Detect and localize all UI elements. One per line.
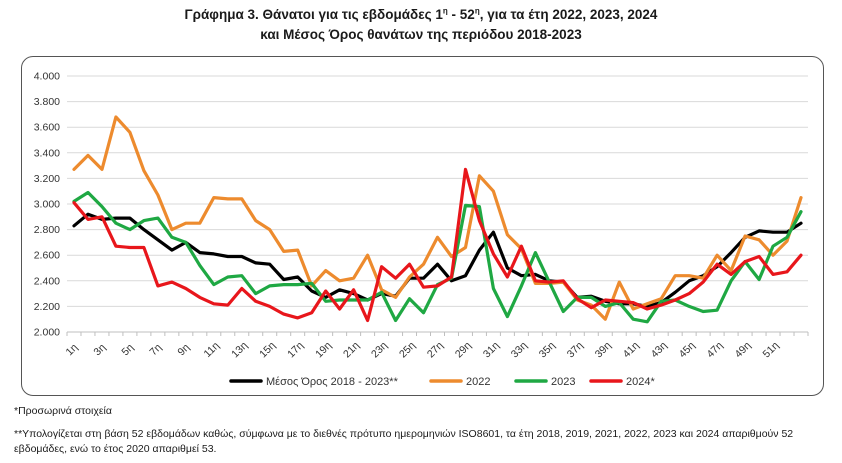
y-tick-label: 4.000 <box>34 71 60 83</box>
series-line-1 <box>72 115 803 321</box>
y-tick-label: 2.000 <box>34 327 60 339</box>
x-tick-label: 43η <box>649 339 670 360</box>
x-tick-label: 13η <box>229 339 250 360</box>
chart-frame <box>21 56 824 396</box>
y-tick-label: 3.400 <box>34 147 60 159</box>
y-tick-label: 2.200 <box>34 301 60 313</box>
series-line-3 <box>72 167 803 323</box>
x-tick-label: 37η <box>565 339 586 360</box>
legend-label-2: 2023 <box>551 376 575 388</box>
footnote-provisional: *Προσωρινά στοιχεία <box>14 405 112 417</box>
x-tick-label: 29η <box>453 339 474 360</box>
legend: Μέσος Όρος 2018 - 2023** 2022 2023 2024* <box>229 376 655 388</box>
legend-label-1: 2022 <box>466 376 490 388</box>
x-tick-label: 11η <box>202 340 222 360</box>
x-tick-label: 3η <box>91 341 108 358</box>
x-tick-label: 7η <box>147 341 164 358</box>
y-tick-label: 3.000 <box>34 199 60 211</box>
x-tick-label: 25η <box>397 339 418 360</box>
x-tick-label: 39η <box>593 339 614 360</box>
gridlines <box>67 75 808 333</box>
x-tick-label: 9η <box>175 341 192 358</box>
title-superscript-2: η <box>474 6 480 16</box>
title-text-part2: - 52 <box>447 7 475 22</box>
chart-title-line1: Γράφημα 3. Θάνατοι για τις εβδομάδες 1η … <box>0 6 842 24</box>
y-tick-label: 3.800 <box>34 96 60 108</box>
legend-label-3: 2024* <box>626 376 655 388</box>
x-tick-label: 5η <box>119 341 136 358</box>
y-tick-label: 3.200 <box>34 173 60 185</box>
x-tick-label: 15η <box>257 339 278 360</box>
footnote-methodology: **Υπολογίζεται στη βάση 52 εβδομάδων καθ… <box>14 428 794 455</box>
title-text-part3: , για τα έτη 2022, 2023, 2024 <box>479 7 658 22</box>
y-tick-label: 3.600 <box>34 122 60 134</box>
x-tick-label: 51η <box>760 339 781 360</box>
x-tick-label: 47η <box>705 339 726 360</box>
x-tick-label: 23η <box>369 339 390 360</box>
x-tick-label: 19η <box>313 339 334 360</box>
x-axis: 1η 3η 5η 7η 9η 11η 13η 15η 17η 19η 21η 23η 25η 27η 29η… <box>63 331 809 360</box>
line-chart: 2.000 2.200 2.400 2.600 2.800 3.000 3.200 3.400… <box>34 71 809 388</box>
x-tick-label: 27η <box>425 339 446 360</box>
title-superscript-1: η <box>442 6 448 16</box>
x-tick-label: 35η <box>537 339 558 360</box>
x-tick-label: 21η <box>341 339 362 360</box>
x-tick-label: 41η <box>621 339 642 360</box>
x-tick-label: 31η <box>481 339 502 360</box>
title-text-part1: Γράφημα 3. Θάνατοι για τις εβδομάδες 1 <box>184 7 443 22</box>
y-tick-label: 2.600 <box>34 250 60 262</box>
series-line-0 <box>72 212 803 308</box>
y-tick-label: 2.800 <box>34 224 60 236</box>
x-tick-label: 1η <box>63 341 80 358</box>
x-tick-label: 45η <box>677 339 698 360</box>
y-axis-tick-labels: 2.000 2.200 2.400 2.600 2.800 3.000 3.200 3.400… <box>34 71 60 339</box>
x-tick-label: 49η <box>733 339 754 360</box>
legend-label-0: Μέσος Όρος 2018 - 2023** <box>266 376 399 388</box>
series-lines <box>72 115 803 324</box>
series-line-2 <box>72 190 803 324</box>
chart-title-line2: και Μέσος Όρος θανάτων της περιόδου 2018… <box>260 27 582 42</box>
x-tick-label: 17η <box>285 339 306 360</box>
y-tick-label: 2.400 <box>34 275 60 287</box>
x-tick-label: 33η <box>509 339 530 360</box>
